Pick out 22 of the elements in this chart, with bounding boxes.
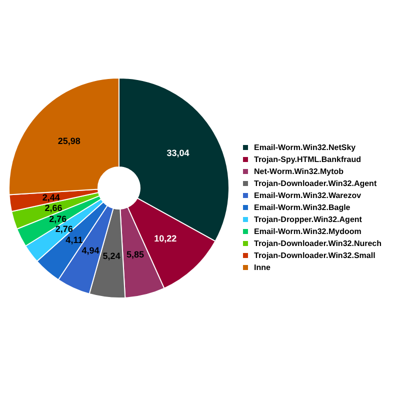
data-label: 5,24 [102,251,120,262]
legend-label: Email-Worm.Win32.NetSky [254,143,356,152]
legend-label: Email-Worm.Win32.Warezov [254,191,362,200]
legend-label: Email-Worm.Win32.Mydoom [254,227,362,236]
data-label: 2,66 [44,203,62,214]
legend-label: Trojan-Downloader.Win32.Nurech [254,239,382,248]
legend-label: Email-Worm.Win32.Bagle [254,203,351,212]
legend-label: Trojan-Downloader.Win32.Small [254,251,376,260]
data-label: 2,76 [55,224,73,234]
data-label: 5,85 [126,250,144,260]
legend-label: Inne [254,263,271,272]
legend-label: Trojan-Spy.HTML.Bankfraud [254,155,362,164]
data-label: 4,11 [66,234,83,245]
data-label: 2,76 [49,214,67,224]
data-label: 33,04 [166,148,190,158]
data-label: 4,94 [82,245,100,256]
legend-label: Net-Worm.Win32.Mytob [254,167,344,176]
data-label: 25,98 [58,136,80,146]
legend-label: Trojan-Downloader.Win32.Agent [254,179,377,188]
legend-label: Trojan-Dropper.Win32.Agent [254,215,362,224]
data-label: 2,44 [42,192,60,202]
data-label: 10,22 [154,233,177,244]
